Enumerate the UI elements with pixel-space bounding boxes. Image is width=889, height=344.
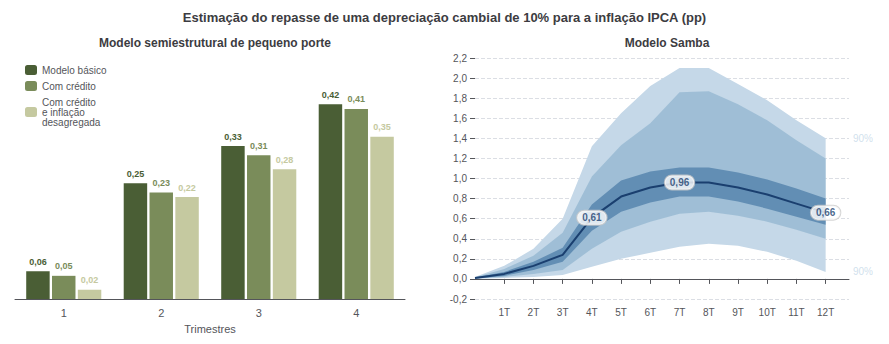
svg-text:0,23: 0,23 [152, 178, 170, 188]
svg-text:4: 4 [353, 307, 359, 319]
svg-text:3: 3 [256, 307, 262, 319]
svg-text:0,28: 0,28 [276, 155, 294, 165]
svg-text:Estimação do repasse de uma de: Estimação do repasse de uma depreciação … [183, 10, 706, 25]
svg-text:-0,2: -0,2 [450, 294, 468, 305]
svg-text:12T: 12T [817, 307, 834, 318]
svg-text:e inflação: e inflação [42, 106, 85, 118]
svg-text:0,25: 0,25 [127, 169, 145, 179]
svg-text:7T: 7T [674, 307, 686, 318]
svg-text:90%: 90% [853, 266, 873, 277]
svg-text:1T: 1T [498, 307, 510, 318]
svg-text:2,2: 2,2 [453, 53, 467, 64]
svg-text:6T: 6T [644, 307, 656, 318]
svg-text:5T: 5T [615, 307, 627, 318]
svg-text:0,0: 0,0 [453, 273, 467, 284]
svg-text:Modelo básico: Modelo básico [42, 65, 107, 76]
svg-text:0,42: 0,42 [322, 90, 340, 100]
svg-text:1,4: 1,4 [453, 133, 467, 144]
svg-text:1,0: 1,0 [453, 173, 467, 184]
svg-text:8T: 8T [703, 307, 715, 318]
svg-text:0,2: 0,2 [453, 253, 467, 264]
svg-text:0,6: 0,6 [453, 213, 467, 224]
svg-text:0,35: 0,35 [373, 122, 391, 132]
svg-text:Modelo Samba: Modelo Samba [625, 36, 710, 50]
svg-text:Com crédito: Com crédito [42, 81, 96, 92]
svg-text:0,96: 0,96 [670, 177, 690, 188]
svg-text:1: 1 [61, 307, 67, 319]
svg-text:2T: 2T [528, 307, 540, 318]
svg-text:9T: 9T [732, 307, 744, 318]
svg-text:0,66: 0,66 [816, 207, 836, 218]
svg-text:0,8: 0,8 [453, 193, 467, 204]
svg-text:0,4: 0,4 [453, 233, 467, 244]
svg-text:10T: 10T [759, 307, 776, 318]
svg-text:1,2: 1,2 [453, 153, 467, 164]
svg-text:0,05: 0,05 [55, 261, 73, 271]
svg-text:Modelo semiestrutural de peque: Modelo semiestrutural de pequeno porte [99, 36, 331, 50]
svg-text:2: 2 [158, 307, 164, 319]
svg-text:2,0: 2,0 [453, 73, 467, 84]
svg-text:0,06: 0,06 [29, 257, 47, 267]
svg-text:0,31: 0,31 [250, 141, 268, 151]
svg-text:11T: 11T [788, 307, 805, 318]
svg-text:Trimestres: Trimestres [184, 323, 236, 335]
svg-text:desagregada: desagregada [42, 117, 101, 128]
svg-text:1,8: 1,8 [453, 93, 467, 104]
svg-text:Com crédito: Com crédito [42, 96, 96, 108]
svg-text:0,33: 0,33 [224, 132, 242, 142]
svg-text:0,02: 0,02 [81, 275, 99, 285]
svg-text:0,22: 0,22 [178, 183, 196, 193]
svg-text:0,41: 0,41 [347, 94, 365, 104]
svg-text:0,61: 0,61 [582, 212, 602, 223]
svg-text:3T: 3T [557, 307, 569, 318]
svg-text:1,6: 1,6 [453, 113, 467, 124]
svg-text:90%: 90% [853, 133, 873, 144]
svg-text:4T: 4T [586, 307, 598, 318]
